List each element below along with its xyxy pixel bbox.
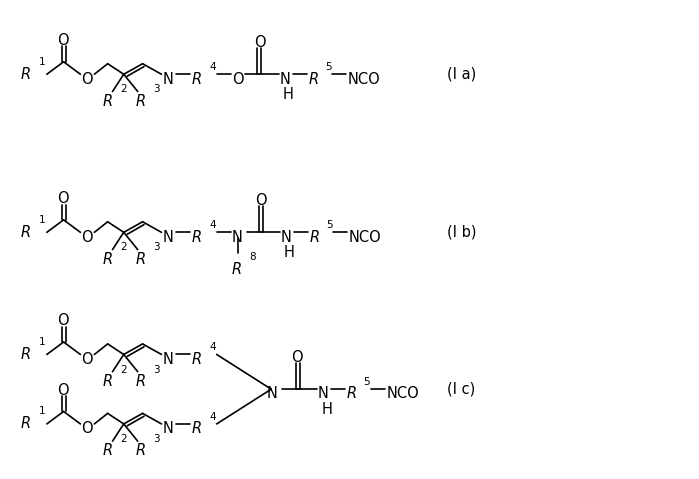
Text: 3: 3 bbox=[153, 365, 159, 375]
Text: R: R bbox=[136, 443, 145, 458]
Text: O: O bbox=[57, 33, 69, 48]
Text: 2: 2 bbox=[120, 434, 127, 444]
Text: N: N bbox=[163, 71, 174, 87]
Text: 4: 4 bbox=[209, 342, 215, 352]
Text: O: O bbox=[81, 71, 93, 87]
Text: 1: 1 bbox=[39, 406, 45, 416]
Text: O: O bbox=[57, 191, 69, 206]
Text: R: R bbox=[103, 93, 113, 109]
Text: 4: 4 bbox=[209, 411, 215, 422]
Text: R: R bbox=[347, 387, 356, 401]
Text: 5: 5 bbox=[325, 62, 331, 72]
Text: 5: 5 bbox=[326, 220, 333, 230]
Text: R: R bbox=[136, 93, 145, 109]
Text: NCO: NCO bbox=[347, 71, 380, 87]
Text: 4: 4 bbox=[209, 220, 215, 230]
Text: R: R bbox=[103, 443, 113, 458]
Text: O: O bbox=[255, 193, 267, 208]
Text: N: N bbox=[163, 229, 174, 245]
Text: N: N bbox=[163, 421, 174, 436]
Text: R: R bbox=[231, 262, 241, 277]
Text: 1: 1 bbox=[39, 57, 45, 67]
Text: O: O bbox=[291, 350, 303, 365]
Text: R: R bbox=[192, 71, 201, 87]
Text: N: N bbox=[163, 352, 174, 367]
Text: 3: 3 bbox=[153, 84, 159, 94]
Text: 3: 3 bbox=[153, 434, 159, 444]
Text: O: O bbox=[57, 383, 69, 398]
Text: 1: 1 bbox=[39, 215, 45, 225]
Text: R: R bbox=[21, 67, 31, 82]
Text: N: N bbox=[281, 229, 292, 245]
Text: N: N bbox=[266, 387, 278, 401]
Text: O: O bbox=[81, 229, 93, 245]
Text: H: H bbox=[322, 402, 333, 417]
Text: R: R bbox=[192, 421, 201, 436]
Text: R: R bbox=[103, 374, 113, 389]
Text: R: R bbox=[192, 352, 201, 367]
Text: R: R bbox=[21, 225, 31, 240]
Text: 2: 2 bbox=[120, 365, 127, 375]
Text: R: R bbox=[310, 229, 319, 245]
Text: NCO: NCO bbox=[349, 229, 382, 245]
Text: O: O bbox=[254, 34, 266, 50]
Text: 3: 3 bbox=[153, 242, 159, 252]
Text: R: R bbox=[136, 374, 145, 389]
Text: 1: 1 bbox=[39, 337, 45, 347]
Text: 5: 5 bbox=[363, 377, 370, 387]
Text: 8: 8 bbox=[249, 252, 255, 262]
Text: R: R bbox=[192, 229, 201, 245]
Text: H: H bbox=[284, 245, 295, 261]
Text: O: O bbox=[57, 313, 69, 329]
Text: O: O bbox=[232, 71, 244, 87]
Text: NCO: NCO bbox=[387, 387, 419, 401]
Text: H: H bbox=[282, 87, 294, 103]
Text: R: R bbox=[136, 251, 145, 267]
Text: R: R bbox=[21, 347, 31, 362]
Text: O: O bbox=[81, 421, 93, 436]
Text: N: N bbox=[318, 387, 329, 401]
Text: (I a): (I a) bbox=[447, 67, 477, 82]
Text: R: R bbox=[21, 416, 31, 432]
Text: 4: 4 bbox=[209, 62, 215, 72]
Text: R: R bbox=[308, 71, 318, 87]
Text: (I c): (I c) bbox=[447, 382, 475, 397]
Text: N: N bbox=[280, 71, 291, 87]
Text: R: R bbox=[103, 251, 113, 267]
Text: 2: 2 bbox=[120, 242, 127, 252]
Text: N: N bbox=[231, 229, 243, 245]
Text: O: O bbox=[81, 352, 93, 367]
Text: (I b): (I b) bbox=[447, 225, 477, 240]
Text: 2: 2 bbox=[120, 84, 127, 94]
